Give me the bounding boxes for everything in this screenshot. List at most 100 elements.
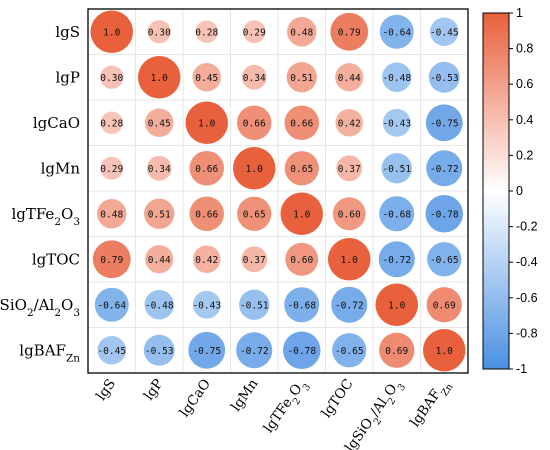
column-labels: lgS lgP lgCaO lgMn lgTFe2O3 lgTOClgSiO2/Al2O3… [93,376,455,450]
correlation-circle [284,105,320,141]
colorbar-tick-label: -0.4 [516,255,538,269]
correlation-circle [146,155,172,181]
correlation-circle [241,246,268,273]
correlation-circle [284,151,319,186]
correlation-value-label: 0.66 [243,118,266,129]
correlation-value-label: 0.37 [243,255,266,266]
correlation-circle [242,20,266,44]
correlation-circle [330,12,369,51]
colorbar-tick-label: 0.8 [516,42,533,56]
correlation-circle [192,245,221,274]
correlation-value-label: -0.75 [430,118,459,129]
row-label: lgS [55,23,80,41]
row-label: lgTFe2O3 [11,205,80,228]
correlation-value-label: -0.65 [335,346,364,357]
correlation-value-label: -0.68 [382,209,411,220]
correlation-circle [427,242,462,277]
colorbar-tick-label: -1 [516,362,527,376]
correlation-circle [284,287,320,323]
correlation-circle [92,240,131,279]
correlation-value-label: 1.0 [103,27,120,38]
colorbar-tick-label: -0.2 [516,220,538,234]
correlation-value-label: 0.69 [433,300,456,311]
correlation-circle [147,20,171,44]
correlation-circle [331,286,368,323]
correlation-circle [236,332,273,369]
colorbar-tick-label: 0 [516,184,523,198]
correlation-value-label: 1.0 [436,346,453,357]
correlation-value-label: -0.53 [145,346,174,357]
row-label: lgSiO2/Al2O3 [0,296,80,319]
correlation-value-label: 0.34 [243,73,266,84]
correlation-circle [97,199,127,229]
correlation-value-label: 0.60 [338,209,361,220]
colorbar-gradient [482,12,510,370]
correlation-circle [286,62,317,93]
correlation-value-label: 1.0 [388,300,405,311]
colorbar-tick-label: 1 [516,6,523,20]
correlation-value-label: -0.64 [97,300,126,311]
correlation-circle [425,104,463,142]
correlation-circle [328,238,371,281]
correlation-circle [144,290,174,320]
colorbar: 1 0.8 0.6 0.4 0.2 0 -0.2 -0.4 -0.6 -0.8 -1 [482,6,538,376]
correlation-circle [287,17,317,47]
colorbar-tick-label: 0.4 [516,113,533,127]
correlation-value-label: -0.68 [287,300,316,311]
correlation-circle [185,101,228,144]
correlation-value-label: -0.65 [430,255,459,266]
correlation-circle [381,153,412,184]
correlation-value-label: -0.48 [382,73,411,84]
correlation-circle [138,56,181,99]
correlation-circle [189,196,225,232]
correlation-circle [237,196,272,231]
correlation-value-label: 0.66 [195,209,218,220]
row-label: lgTOC [32,250,80,268]
correlation-value-label: 0.29 [100,164,123,175]
correlation-circle [379,332,415,368]
correlation-value-label: 0.34 [148,164,171,175]
correlation-value-label: 0.66 [195,164,218,175]
correlation-circle [280,192,323,235]
column-label: lgP [141,376,167,403]
correlation-value-label: 0.79 [338,27,361,38]
correlation-circle [192,62,222,92]
correlation-circle [335,108,364,137]
correlation-value-label: -0.48 [145,300,174,311]
correlation-value-label: 0.51 [148,209,171,220]
correlation-value-label: -0.51 [240,300,269,311]
correlation-value-label: 0.44 [148,255,171,266]
correlation-circle [426,150,463,187]
correlation-circle [145,245,174,274]
column-label: lgBAFZn [407,376,455,433]
correlation-circle [423,329,466,372]
correlation-circle [426,287,462,323]
correlation-value-label: 0.60 [290,255,313,266]
correlation-circle [100,156,124,180]
correlation-circle [195,20,218,43]
correlation-circle [241,64,267,90]
colorbar-tick-label: 0.6 [516,77,533,91]
correlation-value-label: 0.37 [338,164,361,175]
correlation-value-label: 0.42 [338,118,361,129]
correlation-value-label: 0.51 [290,73,313,84]
correlation-value-label: -0.75 [192,346,221,357]
row-label: lgCaO [33,114,80,132]
correlation-circle [144,108,174,138]
row-label: lgBAFZn [19,341,80,364]
correlation-value-label: 0.28 [195,27,218,38]
correlation-value-label: 0.48 [290,27,313,38]
correlation-value-label: 1.0 [246,164,263,175]
correlation-circle [100,65,124,89]
correlation-circle [332,197,366,231]
correlation-circle [94,287,129,322]
correlation-circle [429,17,459,47]
correlation-value-label: -0.72 [335,300,364,311]
correlation-value-label: 1.0 [341,255,358,266]
correlation-circle [379,196,415,232]
correlation-circle [189,150,225,186]
correlation-value-label: 0.28 [100,118,123,129]
correlation-value-label: -0.53 [430,73,459,84]
correlation-value-label: 1.0 [151,73,168,84]
